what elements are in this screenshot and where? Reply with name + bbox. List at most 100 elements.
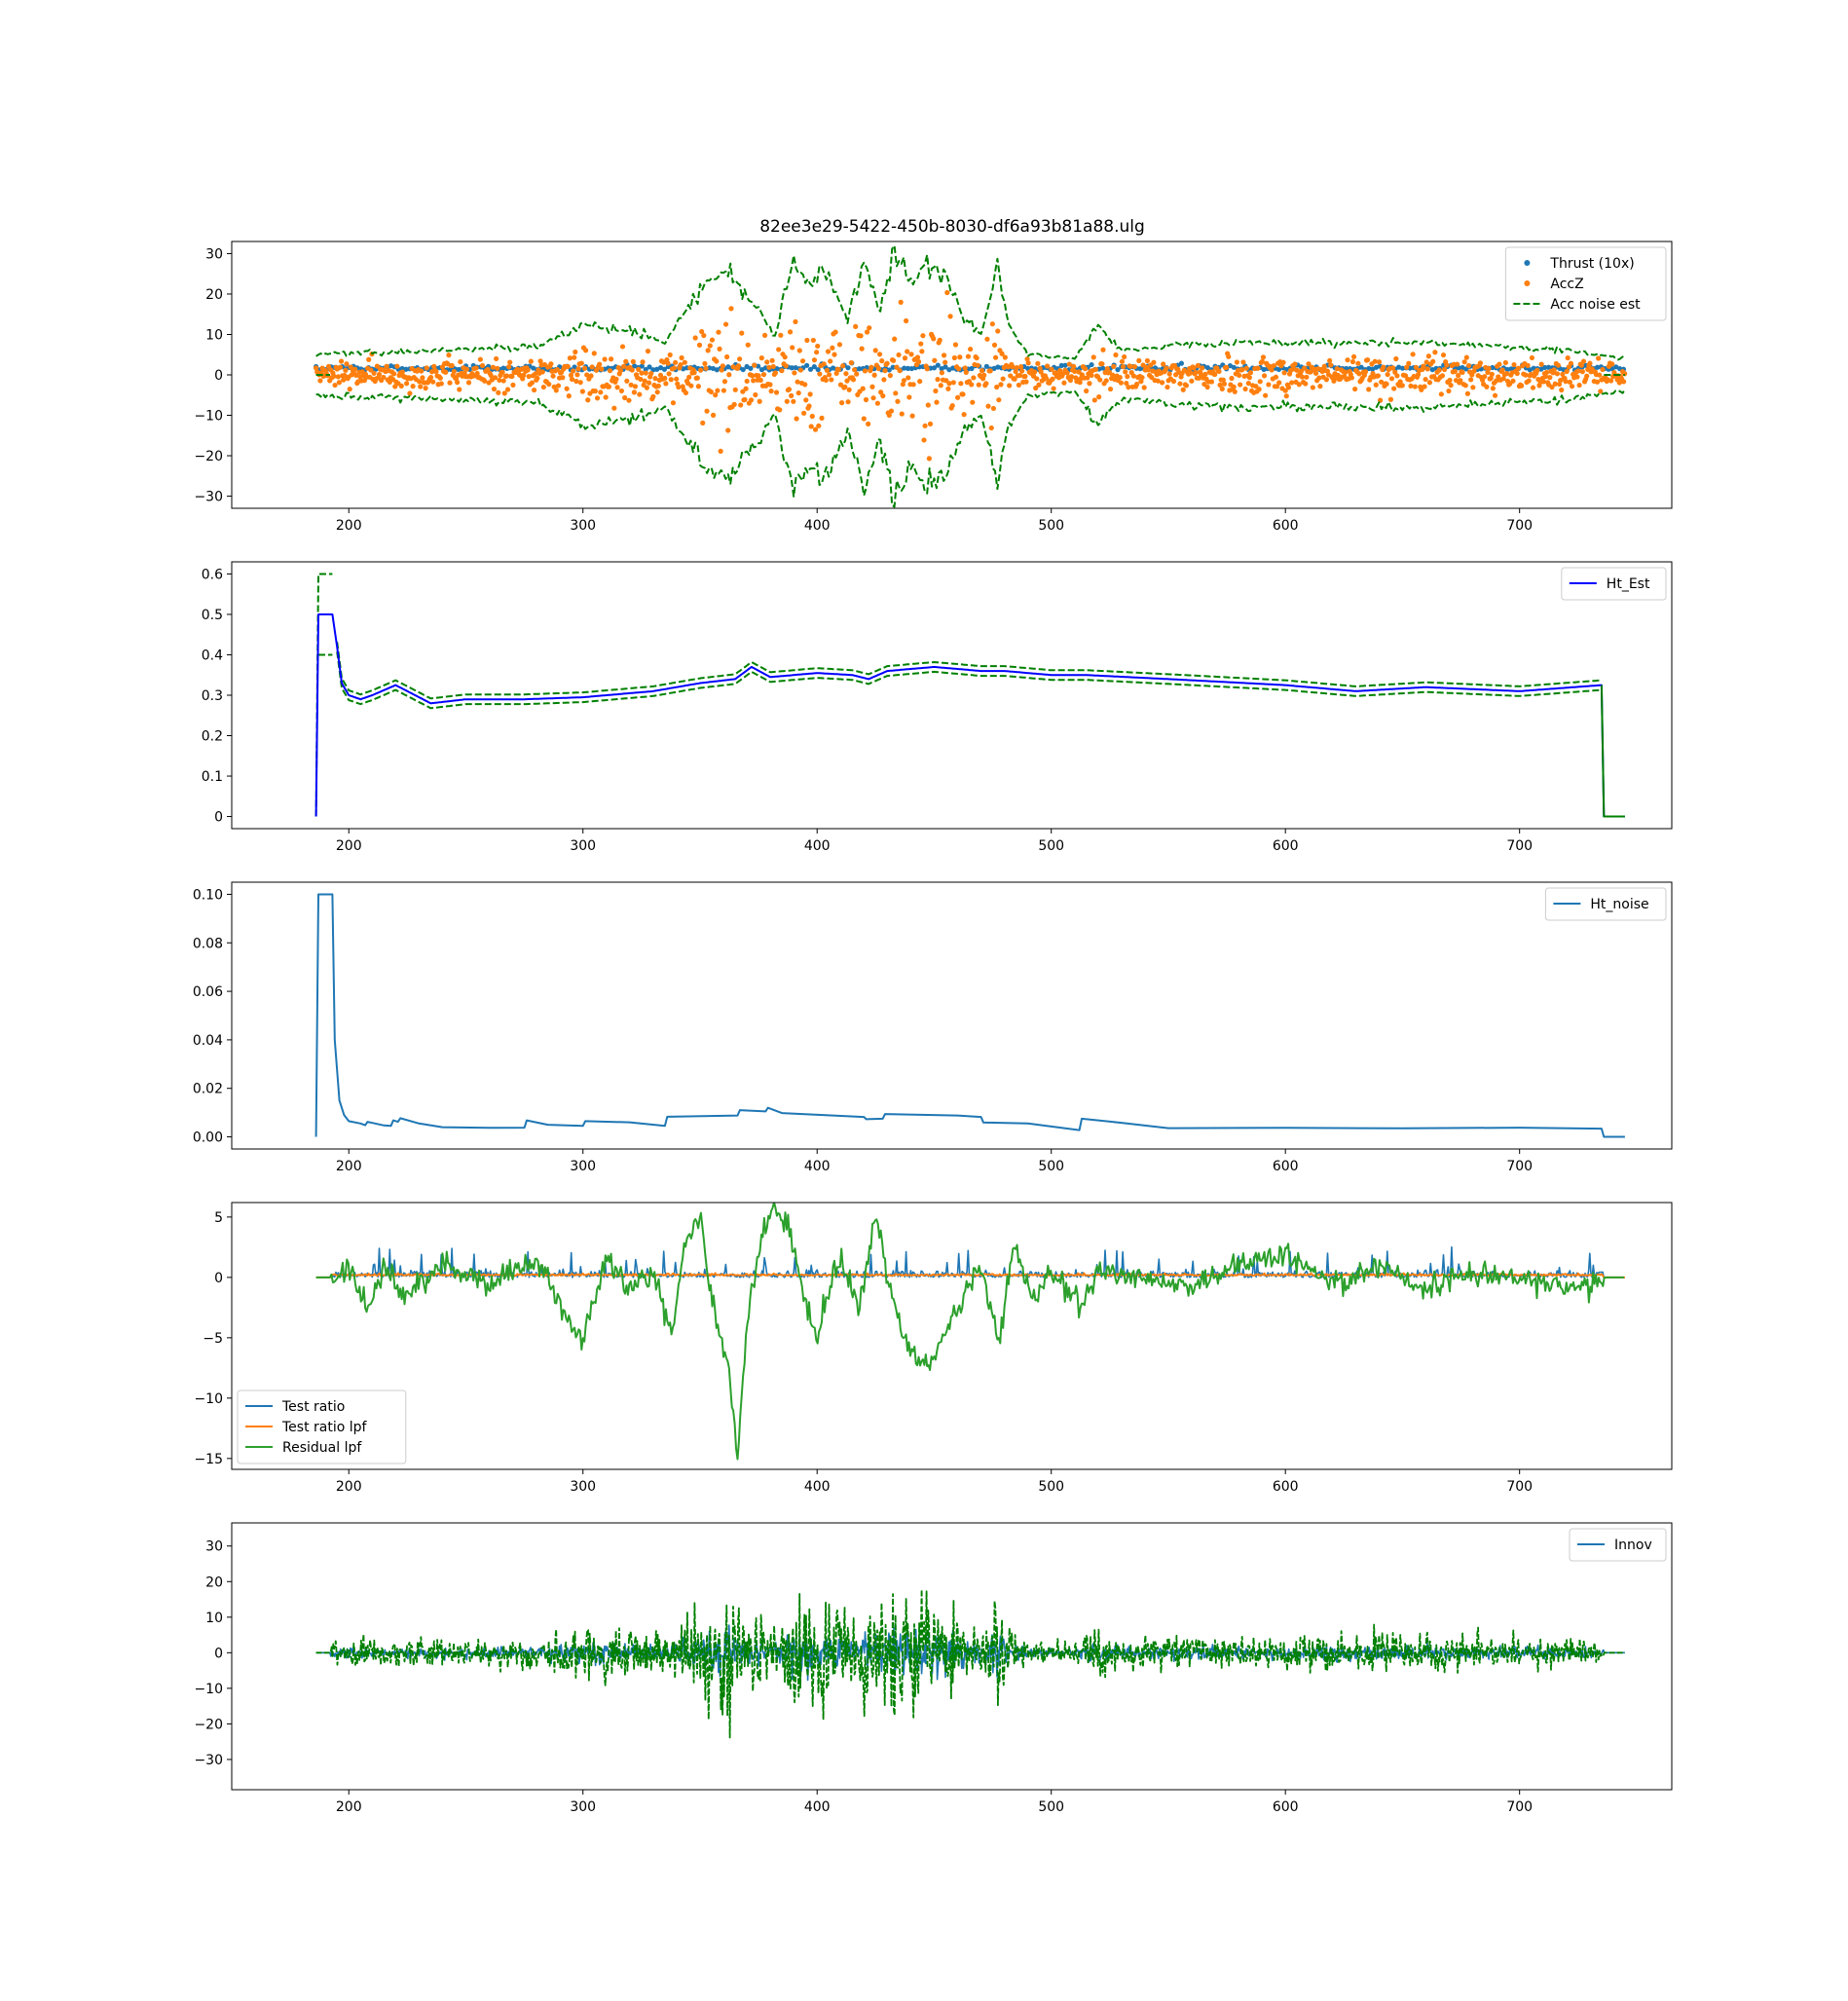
accz-point	[809, 413, 815, 420]
accz-point	[1587, 360, 1593, 366]
accz-point	[872, 348, 878, 353]
accz-point	[1221, 381, 1228, 387]
subplot-1: 200 300 400 500 600 700 −30 −20 −10 0 10 20 30 Thrust…	[194, 241, 1673, 534]
y-tick-label: 5	[214, 1210, 223, 1226]
y-tick-label: 0	[214, 368, 223, 384]
accz-point	[735, 363, 742, 369]
accz-point	[701, 332, 707, 339]
accz-point	[922, 423, 928, 428]
accz-point	[1131, 364, 1138, 370]
accz-point	[1000, 376, 1006, 382]
thrust-point	[890, 364, 896, 370]
legend-box	[1544, 887, 1667, 921]
thrust-point	[789, 365, 795, 371]
accz-point	[919, 349, 925, 354]
accz-point	[1465, 362, 1472, 369]
ht-est-lower-bound	[336, 651, 1602, 710]
y-tick-label: −20	[194, 1717, 223, 1732]
thrust-point	[661, 366, 668, 372]
x-tick-label: 600	[1273, 518, 1299, 534]
accz-point	[1188, 370, 1194, 376]
accz-point	[705, 348, 711, 353]
accz-point	[702, 360, 708, 367]
accz-point	[477, 356, 483, 362]
x-tick-label: 500	[1038, 1159, 1064, 1174]
accz-point	[1568, 360, 1574, 366]
accz-point	[1100, 347, 1106, 352]
axes-frame	[231, 561, 1673, 830]
accz-point	[1144, 357, 1151, 364]
thrust-point	[1358, 364, 1364, 370]
thrust-point	[1204, 364, 1210, 371]
accz-point	[1406, 360, 1412, 366]
accz-point	[1514, 370, 1520, 377]
accz-point	[1486, 365, 1492, 372]
plot-area	[315, 1588, 1625, 1739]
accz-point	[783, 363, 789, 369]
accz-point	[990, 405, 997, 412]
accz-point	[686, 374, 692, 380]
legend: Ht_Est	[1561, 567, 1667, 601]
accz-point	[1302, 365, 1308, 371]
accz-point	[1452, 368, 1459, 375]
accz-point	[796, 348, 802, 353]
legend-label: Acc noise est	[1550, 297, 1641, 313]
accz-point	[650, 393, 656, 399]
accz-point	[979, 368, 985, 374]
thrust-point	[1545, 364, 1552, 370]
accz-point	[926, 456, 933, 462]
accz-point	[832, 329, 838, 335]
accz-point	[1117, 374, 1123, 381]
accz-point	[584, 372, 590, 378]
y-tick-label: 30	[205, 1539, 223, 1555]
accz-point	[991, 342, 998, 348]
accz-point	[614, 385, 620, 390]
accz-point	[546, 381, 552, 388]
accz-point	[894, 364, 900, 370]
accz-point	[1050, 376, 1055, 382]
legend-box	[1569, 1528, 1667, 1562]
accz-point	[904, 317, 909, 324]
accz-point	[1525, 362, 1531, 368]
accz-point	[832, 352, 837, 357]
legend-box	[1561, 567, 1667, 601]
accz-point	[878, 389, 884, 395]
accz-point	[1334, 366, 1340, 372]
accz-point	[1484, 384, 1490, 389]
accz-point	[960, 391, 966, 397]
accz-point	[999, 351, 1005, 356]
accz-point	[760, 372, 767, 378]
accz-point	[420, 375, 425, 381]
accz-point	[343, 367, 349, 373]
accz-point	[888, 408, 895, 414]
accz-point	[1499, 367, 1505, 373]
accz-point	[1012, 376, 1017, 382]
accz-point	[1033, 385, 1039, 391]
thrust-point	[935, 362, 941, 368]
accz-point	[531, 387, 537, 393]
accz-point	[1191, 365, 1197, 371]
accz-point	[1013, 368, 1018, 375]
test-ratio-line	[315, 1245, 1625, 1278]
accz-point	[652, 376, 658, 382]
y-tick-label: 0.00	[193, 1130, 223, 1146]
accz-point	[1490, 386, 1496, 391]
accz-point	[1456, 373, 1461, 379]
accz-point	[1549, 384, 1555, 390]
accz-point	[1111, 363, 1117, 369]
thrust-point	[403, 366, 409, 372]
accz-point	[720, 363, 725, 369]
accz-point	[1408, 383, 1414, 389]
thrust-point	[1508, 366, 1514, 372]
accz-point	[704, 408, 710, 414]
accz-point	[347, 387, 352, 392]
accz-point	[824, 367, 831, 373]
accz-point	[1087, 381, 1092, 387]
accz-point	[1468, 377, 1474, 383]
accz-point	[744, 378, 750, 385]
accz-point	[1072, 368, 1078, 374]
accz-point	[417, 379, 423, 385]
subplot-5: 200 300 400 500 600 700 −30 −20 −10 0 10 20 30 Innov	[194, 1522, 1673, 1815]
legend-label: Innov	[1614, 1538, 1652, 1553]
accz-point	[430, 379, 436, 385]
